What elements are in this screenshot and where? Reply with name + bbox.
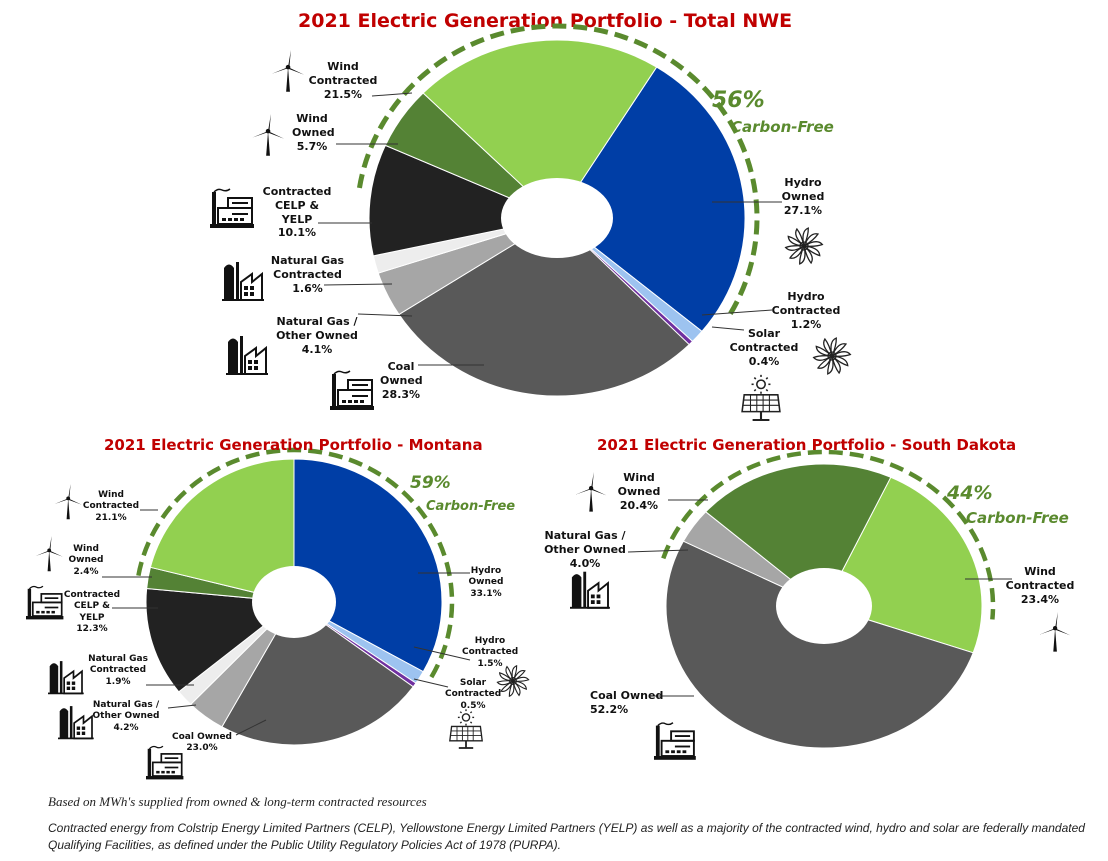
slice-coal-owned-nwe xyxy=(398,217,690,397)
gas-plant-icon xyxy=(222,262,264,301)
donut-chart-total-nwe xyxy=(26,23,1071,780)
wind-turbine-icon xyxy=(54,484,82,520)
carbon-free-label-south-dakota: Carbon-Free xyxy=(966,509,1069,527)
label-solar-contracted-nwe: Solar Contracted 0.4% xyxy=(729,327,799,368)
label-hydro-owned-nwe: Hydro Owned 27.1% xyxy=(781,176,825,217)
leader-hydro-contracted-nwe xyxy=(701,309,773,316)
carbon-free-percent-nwe: 56% xyxy=(712,88,765,113)
donut-hole-nwe xyxy=(501,178,613,258)
donut-hole-south-dakota xyxy=(776,568,872,644)
label-hydro-owned-montana: Hydro Owned 33.1% xyxy=(468,566,504,599)
wind-turbine-icon xyxy=(251,114,285,156)
slice-wind-contracted-nwe xyxy=(422,39,658,219)
label-wind-owned-south-dakota: Wind Owned 20.4% xyxy=(617,471,661,512)
chart-title-south-dakota: 2021 Electric Generation Portfolio - Sou… xyxy=(597,436,1017,454)
hydro-turbine-icon xyxy=(496,664,530,698)
factory-icon xyxy=(654,722,696,760)
carbon-free-label-montana: Carbon-Free xyxy=(426,499,516,514)
leader-solar-contracted-montana xyxy=(413,678,449,688)
wind-turbine-icon xyxy=(575,472,607,512)
leader-natgas-owned-montana xyxy=(167,704,197,709)
wind-turbine-icon xyxy=(1039,612,1071,652)
chart-title-total-nwe: 2021 Electric Generation Portfolio - Tot… xyxy=(298,10,793,32)
factory-icon xyxy=(26,585,64,620)
label-natgas-owned-south-dakota: Natural Gas / Other Owned 4.0% xyxy=(544,529,626,570)
hydro-turbine-icon xyxy=(812,337,852,375)
label-natgas-owned-montana: Natural Gas / Other Owned 4.2% xyxy=(92,700,160,733)
factory-icon xyxy=(330,370,374,410)
gas-plant-icon xyxy=(226,336,268,375)
label-wind-owned-nwe: Wind Owned 5.7% xyxy=(292,112,335,153)
leader-natgas-owned-south-dakota xyxy=(627,549,689,553)
factory-icon xyxy=(146,745,184,780)
label-solar-contracted-montana: Solar Contracted 0.5% xyxy=(445,678,502,711)
gas-plant-icon xyxy=(570,571,610,609)
label-natgas-owned-nwe: Natural Gas / Other Owned 4.1% xyxy=(276,315,358,356)
solar-panel-icon xyxy=(741,374,781,422)
label-wind-owned-montana: Wind Owned 2.4% xyxy=(68,544,104,577)
label-natgas-contracted-nwe: Natural Gas Contracted 1.6% xyxy=(270,254,345,295)
wind-turbine-icon xyxy=(271,50,305,92)
label-coal-owned-nwe: Coal Owned 28.3% xyxy=(380,360,423,401)
leader-coal-owned-montana xyxy=(235,719,267,736)
leader-hydro-contracted-montana xyxy=(413,646,471,661)
label-coal-owned-montana: Coal Owned 23.0% xyxy=(172,732,232,754)
chart-title-montana: 2021 Electric Generation Portfolio - Mon… xyxy=(104,436,483,454)
footnote-qualifying-facilities: Contracted energy from Colstrip Energy L… xyxy=(48,821,1085,852)
carbon-free-percent-south-dakota: 44% xyxy=(947,482,993,504)
slice-coal-owned-montana xyxy=(221,601,414,746)
label-hydro-contracted-nwe: Hydro Contracted 1.2% xyxy=(771,290,841,331)
leader-wind-contracted-nwe xyxy=(371,92,413,97)
solar-panel-icon xyxy=(449,709,483,749)
carbon-free-percent-montana: 59% xyxy=(410,473,451,493)
leader-natgas-contracted-nwe xyxy=(323,283,393,286)
donut-hole-montana xyxy=(252,566,336,638)
slice-contracted-celp-yelp-nwe xyxy=(368,144,559,257)
carbon-free-label-nwe: Carbon-Free xyxy=(731,118,834,136)
gas-plant-icon xyxy=(58,706,94,740)
slice-coal-owned-south-dakota xyxy=(665,540,974,749)
factory-icon xyxy=(210,188,254,228)
slice-wind-owned-south-dakota xyxy=(705,463,892,607)
footnote-mwh-basis: Based on MWh's supplied from owned & lon… xyxy=(48,794,427,809)
wind-turbine-icon xyxy=(35,536,63,572)
label-wind-contracted-nwe: Wind Contracted 21.5% xyxy=(308,60,378,101)
hydro-turbine-icon xyxy=(784,227,824,265)
gas-plant-icon xyxy=(48,661,84,695)
leader-solar-contracted-nwe xyxy=(711,326,745,331)
label-celp-yelp-nwe: Contracted CELP & YELP 10.1% xyxy=(262,185,332,240)
leader-natgas-owned-nwe xyxy=(357,313,413,317)
label-wind-contracted-montana: Wind Contracted 21.1% xyxy=(82,490,140,523)
label-natgas-contracted-montana: Natural Gas Contracted 1.9% xyxy=(88,654,148,687)
label-coal-owned-south-dakota: Coal Owned 52.2% xyxy=(590,689,664,716)
slice-wind-contracted-montana xyxy=(149,458,295,603)
label-wind-contracted-south-dakota: Wind Contracted 23.4% xyxy=(1005,565,1075,606)
label-hydro-contracted-montana: Hydro Contracted 1.5% xyxy=(462,636,519,669)
slice-hydro-owned-nwe xyxy=(556,66,746,333)
label-celp-yelp-montana: Contracted CELP & YELP 12.3% xyxy=(63,590,121,634)
